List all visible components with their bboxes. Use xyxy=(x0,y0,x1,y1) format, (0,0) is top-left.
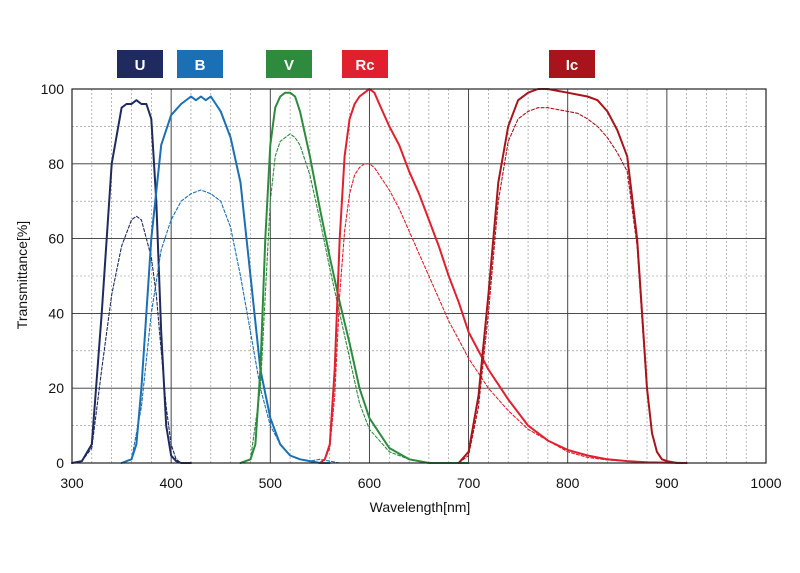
legend-badge-background xyxy=(117,50,163,78)
legend-badge-label: V xyxy=(284,57,294,74)
x-tick-label: 500 xyxy=(259,475,283,491)
y-tick-label: 40 xyxy=(48,305,64,321)
series-line-v-dashed xyxy=(239,133,450,464)
series-line-u-dashed xyxy=(71,215,192,464)
x-tick-label: 900 xyxy=(655,475,679,491)
filter-legend: U B V Rc Ic xyxy=(117,50,595,78)
y-tick-label: 20 xyxy=(48,380,64,396)
x-tick-label: 600 xyxy=(358,475,382,491)
legend-badge-background xyxy=(177,50,223,78)
series-line-b-dashed xyxy=(121,189,341,464)
chart-series xyxy=(71,88,688,464)
y-axis-title: Transmittance[%] xyxy=(14,221,30,329)
legend-badge-label: Rc xyxy=(355,57,374,74)
legend-badge-rc: Rc xyxy=(342,50,388,78)
legend-badge-background xyxy=(342,50,388,78)
tick-labels: 300 400 500 600 700 800 900 1000 0 20 40 60 80 100 xyxy=(41,81,782,491)
series-line-v-solid xyxy=(239,91,470,464)
legend-badge-b: B xyxy=(177,50,223,78)
plot-frame xyxy=(71,88,767,464)
legend-badge-label: Ic xyxy=(566,57,579,74)
y-tick-label: 100 xyxy=(41,81,65,97)
y-tick-label: 80 xyxy=(48,156,64,172)
legend-badge-v: V xyxy=(266,50,312,78)
legend-badge-label: U xyxy=(135,57,146,74)
legend-badge-u: U xyxy=(117,50,163,78)
x-tick-label: 1000 xyxy=(750,475,781,491)
x-tick-label: 400 xyxy=(159,475,183,491)
legend-badge-ic: Ic xyxy=(549,50,595,78)
x-tick-label: 800 xyxy=(556,475,580,491)
plot-border xyxy=(71,88,767,464)
x-tick-label: 700 xyxy=(457,475,481,491)
series-line-ic-dashed xyxy=(458,107,688,464)
legend-badge-background xyxy=(266,50,312,78)
chart-grid xyxy=(72,89,766,463)
legend-badge-background xyxy=(549,50,595,78)
series-line-rc-solid xyxy=(318,88,688,464)
series-line-u-solid xyxy=(71,99,192,464)
y-tick-label: 60 xyxy=(48,231,64,247)
legend-badge-label: B xyxy=(195,57,206,74)
x-tick-label: 300 xyxy=(60,475,84,491)
series-line-rc-dashed xyxy=(319,163,688,464)
x-axis-title: Wavelength[nm] xyxy=(370,499,471,515)
y-tick-label: 0 xyxy=(56,455,64,471)
